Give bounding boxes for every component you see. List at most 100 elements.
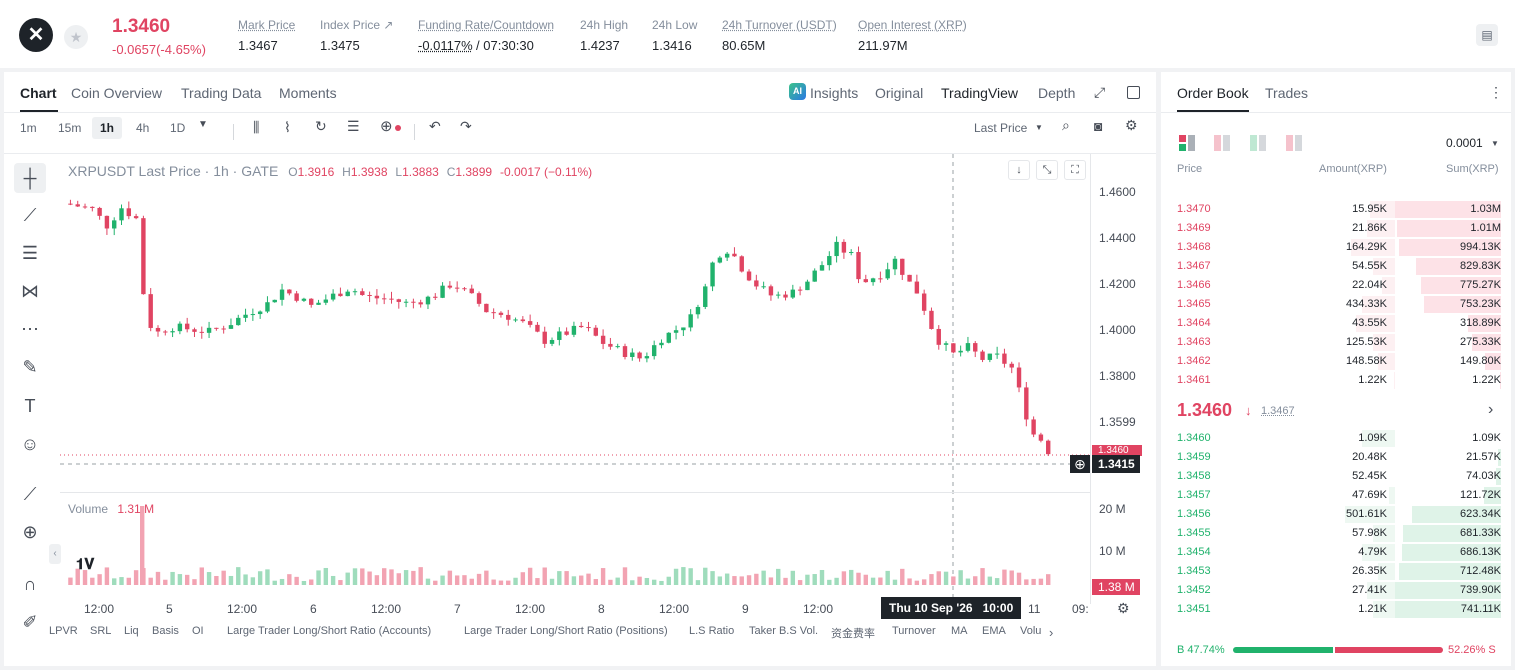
bid-row[interactable]: 1.3459 20.48K 21.57K (1161, 448, 1511, 467)
view-bids-icon[interactable] (1250, 135, 1266, 151)
settings-gear-icon[interactable]: ⚙ (1125, 117, 1138, 133)
ask-row[interactable]: 1.3463 125.53K 275.33K (1161, 333, 1511, 352)
add-indicator-icon[interactable]: ⊕ (380, 118, 393, 135)
ask-row[interactable]: 1.3467 54.55K 829.83K (1161, 257, 1511, 276)
indicator-taker-vol[interactable]: Taker B.S Vol. (749, 625, 819, 637)
interval-1h[interactable]: 1h (92, 117, 123, 139)
text-tool-icon[interactable]: T (24, 396, 36, 416)
indicator-liq[interactable]: Liq (124, 625, 139, 637)
indicator-basis[interactable]: Basis (152, 625, 179, 637)
horizontal-lines-tool-icon[interactable]: ☰ (21, 243, 39, 263)
templates-icon[interactable]: ☰ (347, 118, 360, 134)
fullscreen-icon[interactable]: ⛶ (1064, 160, 1086, 180)
indicators-icon[interactable]: ⌇ (284, 119, 291, 135)
bid-row[interactable]: 1.3460 1.09K 1.09K (1161, 429, 1511, 448)
indicator-oi[interactable]: OI (192, 625, 204, 637)
ask-row[interactable]: 1.3469 21.86K 1.01M (1161, 219, 1511, 238)
tab-order-book[interactable]: Order Book (1177, 85, 1249, 101)
bid-row[interactable]: 1.3452 27.41K 739.90K (1161, 581, 1511, 600)
redo-icon[interactable]: ↷ (460, 118, 472, 134)
expand-icon[interactable]: ⤢ (1094, 84, 1106, 100)
volume-bar (338, 580, 343, 585)
bid-row[interactable]: 1.3453 26.35K 712.48K (1161, 562, 1511, 581)
ask-row[interactable]: 1.3462 148.58K 149.80K (1161, 352, 1511, 371)
indicator-ema[interactable]: EMA (982, 625, 1006, 637)
chevron-down-icon[interactable]: ▼ (1491, 139, 1499, 148)
indicator-srl[interactable]: SRL (90, 625, 112, 637)
more-options-icon[interactable]: ⋮ (1489, 84, 1503, 100)
tab-coin-overview[interactable]: Coin Overview (71, 85, 163, 101)
chevron-down-icon[interactable]: ▼ (1035, 123, 1043, 132)
price-type-select[interactable]: Last Price (974, 121, 1028, 135)
chevron-right-icon[interactable]: › (1049, 625, 1054, 640)
chevron-right-icon[interactable]: › (1488, 401, 1494, 418)
window-icon[interactable] (1127, 86, 1140, 99)
arrow-down-icon[interactable]: ↓ (1008, 160, 1030, 180)
ai-insights-icon[interactable]: AI (789, 83, 806, 100)
tab-chart[interactable]: Chart (20, 85, 57, 101)
bid-row[interactable]: 1.3458 52.45K 74.03K (1161, 467, 1511, 486)
ruler-tool-icon[interactable]: ⟋ (23, 484, 37, 504)
trend-line-tool-icon[interactable]: ⟋ (23, 205, 37, 225)
ask-row[interactable]: 1.3468 164.29K 994.13K (1161, 238, 1511, 257)
interval-15m[interactable]: 15m (58, 121, 82, 135)
tab-trading-data[interactable]: Trading Data (181, 85, 262, 101)
indicator-turnover[interactable]: Turnover (892, 625, 936, 637)
bid-row[interactable]: 1.3455 57.98K 681.33K (1161, 524, 1511, 543)
interval-1m[interactable]: 1m (20, 121, 37, 135)
interval-1d[interactable]: 1D (170, 121, 186, 135)
candle-body (783, 294, 788, 298)
indicator-volume[interactable]: Volu (1020, 625, 1042, 637)
undo-icon[interactable]: ↶ (429, 118, 441, 134)
fib-tool-icon[interactable]: ⋯ (21, 319, 39, 339)
view-split-icon[interactable] (1286, 135, 1302, 151)
pattern-tool-icon[interactable]: ⋈ (21, 281, 39, 301)
crosshair-tool-icon[interactable]: ┼ (14, 163, 46, 193)
camera-icon[interactable]: ◙ (1094, 118, 1103, 134)
indicator-lt-positions[interactable]: Large Trader Long/Short Ratio (Positions… (464, 625, 668, 637)
view-both-icon[interactable] (1179, 135, 1195, 151)
zoom-tool-icon[interactable]: ⊕ (22, 522, 38, 542)
view-tradingview[interactable]: TradingView (941, 85, 1019, 101)
bid-row[interactable]: 1.3454 4.79K 686.13K (1161, 543, 1511, 562)
add-alert-icon[interactable]: ⊕ (1070, 455, 1090, 473)
search-icon[interactable]: ⌕ (1062, 117, 1070, 133)
compare-icon[interactable]: ↻ (315, 118, 327, 134)
bid-row[interactable]: 1.3457 47.69K 121.72K (1161, 486, 1511, 505)
indicator-lpvr[interactable]: LPVR (49, 625, 78, 637)
candlestick-chart[interactable] (60, 154, 1090, 604)
ask-row[interactable]: 1.3470 15.95K 1.03M (1161, 200, 1511, 219)
volume-bar (600, 568, 606, 585)
interval-4h[interactable]: 4h (136, 121, 150, 135)
collapse-icon[interactable]: ⤡ (1036, 160, 1058, 180)
indicator-funding-rate[interactable]: 资金费率 (831, 628, 875, 640)
bid-row[interactable]: 1.3451 1.21K 741.11K (1161, 600, 1511, 619)
volume-bar (75, 568, 80, 585)
notes-icon[interactable]: ▤ (1476, 24, 1498, 46)
precision-select[interactable]: 0.0001 (1446, 136, 1483, 150)
star-icon[interactable]: ★ (64, 25, 88, 49)
tab-trades[interactable]: Trades (1265, 85, 1309, 101)
view-depth[interactable]: Depth (1038, 85, 1076, 101)
view-insights[interactable]: Insights (810, 85, 859, 101)
indicator-lt-accounts[interactable]: Large Trader Long/Short Ratio (Accounts) (227, 625, 432, 637)
indicator-ma[interactable]: MA (951, 625, 968, 637)
ask-row[interactable]: 1.3461 1.22K 1.22K (1161, 371, 1511, 390)
indicator-ls-ratio[interactable]: L.S Ratio (689, 625, 735, 637)
ask-row[interactable]: 1.3465 434.33K 753.23K (1161, 295, 1511, 314)
emoji-tool-icon[interactable]: ☺ (20, 434, 40, 454)
brush-tool-icon[interactable]: ✎ (22, 357, 38, 377)
ask-row[interactable]: 1.3466 22.04K 775.27K (1161, 276, 1511, 295)
view-original[interactable]: Original (875, 85, 924, 101)
interval-dropdown-icon[interactable]: ▼ (198, 119, 208, 130)
ask-row[interactable]: 1.3464 43.55K 318.89K (1161, 314, 1511, 333)
magnet-tool-icon[interactable]: ∩ (23, 574, 37, 594)
collapse-toolbar-icon[interactable]: ‹ (49, 544, 61, 564)
tab-moments[interactable]: Moments (279, 85, 337, 101)
index-price-stat[interactable]: Index Price ↗ 1.3475 (320, 18, 393, 53)
chart-settings-icon[interactable]: ⚙ (1117, 600, 1130, 616)
pencil-lock-tool-icon[interactable]: ✐ (22, 612, 38, 632)
view-asks-icon[interactable] (1214, 135, 1230, 151)
candle-type-icon[interactable]: ⫼ (253, 119, 260, 135)
bid-row[interactable]: 1.3456 501.61K 623.34K (1161, 505, 1511, 524)
